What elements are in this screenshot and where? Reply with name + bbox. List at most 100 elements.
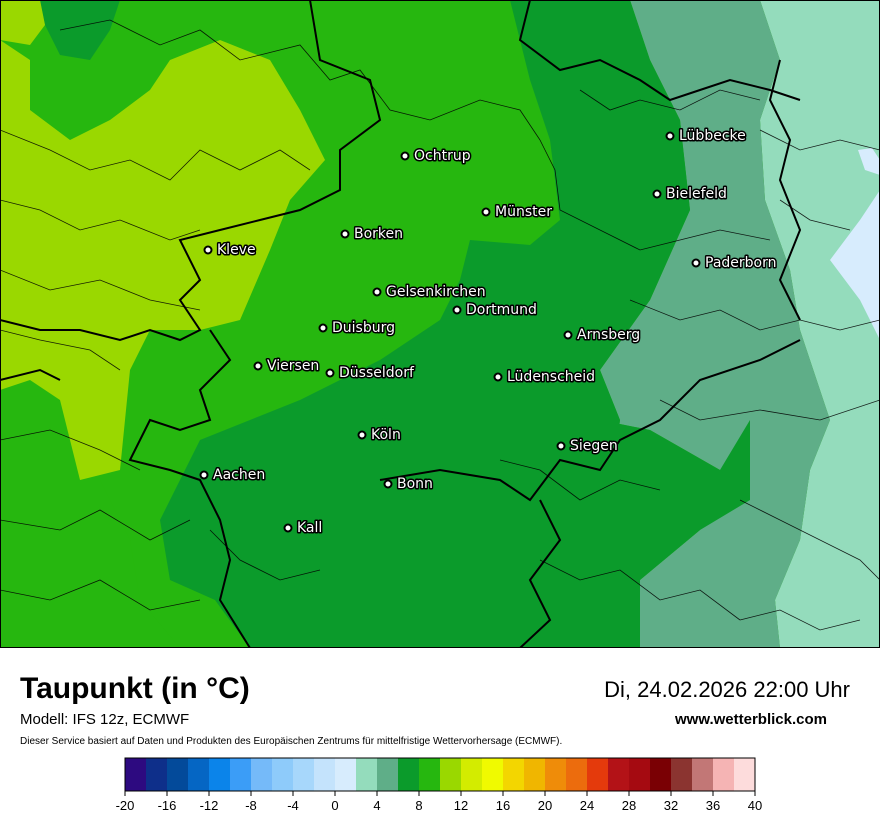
color-legend: -20 -16 -12 -8 -4 0 4 8 12 16 20 24 28 32 36 40 xyxy=(116,757,762,813)
legend-swatch xyxy=(440,758,462,791)
state-borders xyxy=(0,0,802,648)
legend-ticks: -20 -16 -12 -8 -4 0 4 8 12 16 20 24 28 32 36 40 xyxy=(116,791,762,813)
legend-swatch xyxy=(734,758,756,791)
svg-text:Kall: Kall xyxy=(297,520,322,536)
legend-tick-label: 0 xyxy=(331,798,338,813)
map-title: Taupunkt (in °C) xyxy=(20,672,250,705)
legend-frame xyxy=(124,757,756,792)
field-darkgreen-central xyxy=(160,0,750,648)
svg-text:Arnsberg: Arnsberg xyxy=(577,327,640,343)
legend-tick-label: 8 xyxy=(415,798,422,813)
legend-swatch xyxy=(125,758,147,791)
city-muenster[interactable]: Münster xyxy=(481,203,554,222)
forecast-datetime: Di, 24.02.2026 22:00 Uhr xyxy=(604,677,850,702)
city-duesseldorf[interactable]: Düsseldorf xyxy=(325,364,416,383)
legend-tick-label: 32 xyxy=(664,798,678,813)
legend-color-bar xyxy=(124,757,756,792)
legend-tick-label: 28 xyxy=(622,798,636,813)
field-lightgreen-nw xyxy=(0,0,45,45)
city-aachen[interactable]: Aachen xyxy=(199,466,267,485)
legend-swatch xyxy=(524,758,546,791)
city-dortmund[interactable]: Dortmund xyxy=(452,301,538,320)
legend-tick-label: -8 xyxy=(245,798,257,813)
legend-swatch xyxy=(461,758,483,791)
legend-swatch xyxy=(545,758,567,791)
svg-text:Bonn: Bonn xyxy=(397,476,433,492)
svg-text:Siegen: Siegen xyxy=(570,438,618,454)
legend-swatch xyxy=(713,758,735,791)
city-koeln[interactable]: Köln xyxy=(357,426,402,445)
legend-swatch xyxy=(356,758,378,791)
legend-tick-label: 40 xyxy=(748,798,762,813)
legend-tick-label: 16 xyxy=(496,798,510,813)
city-kall[interactable]: Kall xyxy=(283,519,324,538)
legend-swatch xyxy=(188,758,210,791)
svg-text:Gelsenkirchen: Gelsenkirchen xyxy=(386,284,486,300)
legend-tick-label: 36 xyxy=(706,798,720,813)
field-darkgreen-sw xyxy=(0,370,180,648)
legend-tick-label: 20 xyxy=(538,798,552,813)
legend-swatch xyxy=(419,758,441,791)
legend-swatch xyxy=(377,758,399,791)
legend-swatch xyxy=(482,758,504,791)
city-borken[interactable]: Borken xyxy=(340,225,405,244)
svg-text:Paderborn: Paderborn xyxy=(705,255,776,271)
legend-swatch xyxy=(167,758,189,791)
city-arnsberg[interactable]: Arnsberg xyxy=(563,326,642,345)
legend-swatch xyxy=(146,758,168,791)
legend-swatch xyxy=(608,758,630,791)
city-viersen[interactable]: Viersen xyxy=(253,357,321,376)
dewpoint-map: Ochtrup Lübbecke Bielefeld Münster Borke… xyxy=(0,0,880,648)
website-link[interactable]: www.wetterblick.com xyxy=(675,711,827,728)
district-borders xyxy=(0,19,880,631)
legend-swatch xyxy=(650,758,672,791)
city-bonn[interactable]: Bonn xyxy=(383,475,434,494)
legend-swatch xyxy=(587,758,609,791)
svg-text:Köln: Köln xyxy=(371,427,401,443)
field-lightgreen xyxy=(0,40,325,480)
svg-text:Bielefeld: Bielefeld xyxy=(666,186,727,202)
legend-swatch xyxy=(314,758,336,791)
cities-layer: Ochtrup Lübbecke Bielefeld Münster Borke… xyxy=(199,127,778,538)
svg-text:Düsseldorf: Düsseldorf xyxy=(339,365,415,381)
legend-swatch xyxy=(251,758,273,791)
city-luebbecke[interactable]: Lübbecke xyxy=(665,127,747,146)
city-gelsenkirchen[interactable]: Gelsenkirchen xyxy=(372,283,487,302)
svg-text:Borken: Borken xyxy=(354,226,403,242)
legend-swatch xyxy=(629,758,651,791)
city-bielefeld[interactable]: Bielefeld xyxy=(652,185,728,204)
city-kleve[interactable]: Kleve xyxy=(203,241,257,260)
legend-tick-label: -20 xyxy=(116,798,135,813)
legend-swatch xyxy=(293,758,315,791)
svg-text:Aachen: Aachen xyxy=(213,467,265,483)
svg-text:Lübbecke: Lübbecke xyxy=(679,128,746,144)
legend-swatch xyxy=(209,758,231,791)
legend-tick-label: -12 xyxy=(200,798,219,813)
svg-text:Kleve: Kleve xyxy=(217,242,256,258)
svg-text:Duisburg: Duisburg xyxy=(332,320,395,336)
svg-text:Münster: Münster xyxy=(495,204,552,220)
legend-tick-label: 12 xyxy=(454,798,468,813)
legend-tick-label: 24 xyxy=(580,798,594,813)
legend-swatch xyxy=(272,758,294,791)
city-siegen[interactable]: Siegen xyxy=(556,437,619,456)
city-paderborn[interactable]: Paderborn xyxy=(691,254,778,273)
legend-tick-label: -16 xyxy=(158,798,177,813)
legend-swatch xyxy=(230,758,252,791)
legend-swatch xyxy=(692,758,714,791)
legend-swatch xyxy=(398,758,420,791)
field-darkgreen-nw xyxy=(40,0,120,60)
city-ochtrup[interactable]: Ochtrup xyxy=(400,147,472,166)
svg-text:Lüdenscheid: Lüdenscheid xyxy=(507,369,595,385)
legend-tick-label: -4 xyxy=(287,798,299,813)
svg-text:Viersen: Viersen xyxy=(267,358,319,374)
city-luedenscheid[interactable]: Lüdenscheid xyxy=(493,368,597,387)
city-duisburg[interactable]: Duisburg xyxy=(318,319,397,338)
field-mint xyxy=(630,0,880,648)
legend-swatch xyxy=(503,758,525,791)
legend-swatch xyxy=(566,758,588,791)
disclaimer-text: Dieser Service basiert auf Daten und Pro… xyxy=(20,736,563,747)
svg-text:Dortmund: Dortmund xyxy=(466,302,537,318)
field-lightblue xyxy=(830,148,880,340)
svg-text:Ochtrup: Ochtrup xyxy=(414,148,471,164)
